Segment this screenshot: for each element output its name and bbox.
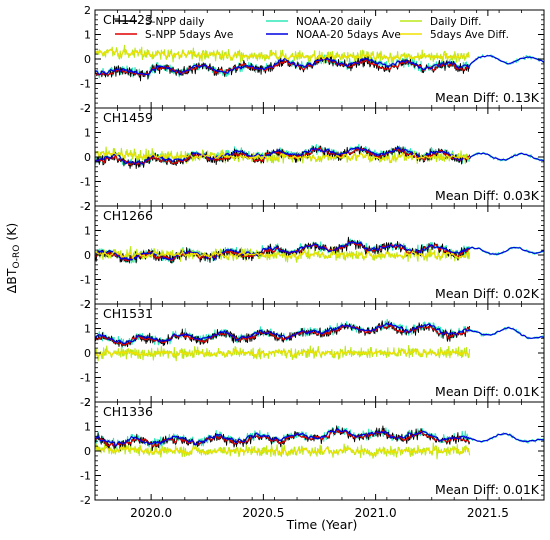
y-tick-label: 2 xyxy=(84,298,91,311)
x-tick-label: 2020.5 xyxy=(242,506,284,520)
series-lines xyxy=(95,236,544,264)
channel-label: CH1423 xyxy=(103,12,153,27)
y-tick-label: 1 xyxy=(84,29,91,42)
panel-ch1336: -2 -1 0 1 2 CH1336 Mean Diff: 0.01K xyxy=(80,396,545,507)
panel-ch1531: -2 -1 0 1 2 CH1531 Mean Diff: 0.01K xyxy=(80,298,545,409)
x-tick-label: 2021.5 xyxy=(467,506,509,520)
y-tick-label: 0 xyxy=(84,347,91,360)
mean-diff-label: Mean Diff: 0.01K xyxy=(435,482,540,497)
y-tick-label: 2 xyxy=(84,396,91,409)
series-noaa20-5day xyxy=(95,322,544,345)
y-tick-label: -2 xyxy=(80,396,91,409)
y-tick-label: 1 xyxy=(84,323,91,336)
series-lines xyxy=(95,44,544,82)
y-axis-title: ΔBTO-RO (K) xyxy=(4,223,22,294)
channel-label: CH1336 xyxy=(103,404,153,419)
series-5day-diff xyxy=(95,151,470,163)
y-axis-title-unit: (K) xyxy=(4,223,19,241)
y-tick-label: -2 xyxy=(80,200,91,213)
y-tick-label: 0 xyxy=(84,151,91,164)
y-tick-label: 1 xyxy=(84,127,91,140)
series-lines xyxy=(95,143,544,170)
y-tick-label: -1 xyxy=(80,372,91,385)
series-lines xyxy=(95,425,544,460)
series-5day-diff xyxy=(95,445,470,456)
series-noaa20-5day xyxy=(95,428,544,447)
legend-label: Daily Diff. xyxy=(430,16,481,28)
x-axis-title: Time (Year) xyxy=(286,517,358,532)
y-tick-label: 1 xyxy=(84,225,91,238)
y-tick-label: 0 xyxy=(84,53,91,66)
y-axis-title-text: ΔBTO-RO (K) xyxy=(4,223,22,294)
channel-label: CH1459 xyxy=(103,110,153,125)
legend-label: S-NPP daily xyxy=(145,16,204,28)
x-tick-label: 2021.0 xyxy=(355,506,397,520)
panel-ch1266: -2 -1 0 1 2 CH1266 Mean Diff: 0.02K xyxy=(80,200,545,311)
series-snpp-5day xyxy=(95,429,471,448)
series-noaa20-5day xyxy=(95,146,544,165)
y-tick-label: 0 xyxy=(84,249,91,262)
y-tick-label: -1 xyxy=(80,78,91,91)
mean-diff-label: Mean Diff: 0.01K xyxy=(435,384,540,399)
y-tick-label: -1 xyxy=(80,176,91,189)
series-5day-diff xyxy=(95,48,470,61)
y-tick-label: -1 xyxy=(80,470,91,483)
series-5day-diff xyxy=(95,349,470,358)
y-tick-label: 2 xyxy=(84,200,91,213)
mean-diff-label: Mean Diff: 0.13K xyxy=(435,90,540,105)
series-5day-diff xyxy=(95,250,471,260)
legend-label: S-NPP 5days Ave xyxy=(145,29,233,41)
y-axis-title-symbol: ΔBT xyxy=(4,268,19,293)
legend-label: NOAA-20 5days Ave xyxy=(296,29,401,41)
x-axis: 2020.0 2020.5 2021.0 2021.5 xyxy=(130,506,509,520)
y-axis-title-subscript: O-RO xyxy=(12,245,22,269)
mean-diff-label: Mean Diff: 0.03K xyxy=(435,188,540,203)
y-tick-label: -1 xyxy=(80,274,91,287)
y-tick-label: 0 xyxy=(84,445,91,458)
series-lines xyxy=(95,318,544,362)
series-noaa20-5day xyxy=(95,54,544,76)
legend-label: 5days Ave Diff. xyxy=(430,29,509,41)
legend-label: NOAA-20 daily xyxy=(296,16,372,28)
channel-label: CH1266 xyxy=(103,208,153,223)
y-tick-label: -2 xyxy=(80,102,91,115)
panel-ch1423: -2 -1 0 1 2 CH1423 Mean Diff: 0.13K S-NPP daily… xyxy=(80,4,545,115)
panels-group: -2 -1 0 1 2 CH1423 Mean Diff: 0.13K S-NPP daily… xyxy=(80,4,545,507)
y-tick-label: -2 xyxy=(80,494,91,507)
panel-ch1459: -2 -1 0 1 2 CH1459 Mean Diff: 0.03K xyxy=(80,102,545,213)
series-noaa20-5day xyxy=(95,240,544,261)
channel-label: CH1531 xyxy=(103,306,153,321)
mean-diff-label: Mean Diff: 0.02K xyxy=(435,286,540,301)
y-tick-label: 2 xyxy=(84,4,91,17)
y-tick-label: 2 xyxy=(84,102,91,115)
x-tick-label: 2020.0 xyxy=(130,506,172,520)
y-tick-label: 1 xyxy=(84,421,91,434)
y-tick-label: -2 xyxy=(80,298,91,311)
